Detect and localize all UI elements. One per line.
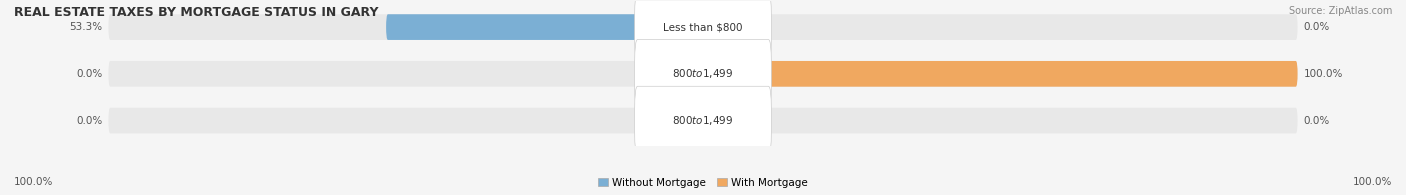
FancyBboxPatch shape [387, 14, 703, 40]
Text: 100.0%: 100.0% [1303, 69, 1343, 79]
FancyBboxPatch shape [634, 40, 772, 108]
Text: 100.0%: 100.0% [1353, 177, 1392, 187]
Text: 0.0%: 0.0% [1303, 116, 1330, 126]
Text: 0.0%: 0.0% [76, 116, 103, 126]
Text: REAL ESTATE TAXES BY MORTGAGE STATUS IN GARY: REAL ESTATE TAXES BY MORTGAGE STATUS IN … [14, 6, 378, 19]
Text: 0.0%: 0.0% [76, 69, 103, 79]
FancyBboxPatch shape [108, 61, 1298, 87]
FancyBboxPatch shape [634, 86, 772, 155]
Text: Source: ZipAtlas.com: Source: ZipAtlas.com [1288, 6, 1392, 16]
FancyBboxPatch shape [703, 61, 1298, 87]
Text: $800 to $1,499: $800 to $1,499 [672, 114, 734, 127]
Text: 0.0%: 0.0% [1303, 22, 1330, 32]
Text: $800 to $1,499: $800 to $1,499 [672, 67, 734, 80]
Text: 100.0%: 100.0% [14, 177, 53, 187]
Text: 53.3%: 53.3% [69, 22, 103, 32]
Text: Less than $800: Less than $800 [664, 22, 742, 32]
FancyBboxPatch shape [634, 0, 772, 61]
FancyBboxPatch shape [108, 108, 1298, 133]
FancyBboxPatch shape [108, 14, 1298, 40]
Legend: Without Mortgage, With Mortgage: Without Mortgage, With Mortgage [593, 173, 813, 192]
